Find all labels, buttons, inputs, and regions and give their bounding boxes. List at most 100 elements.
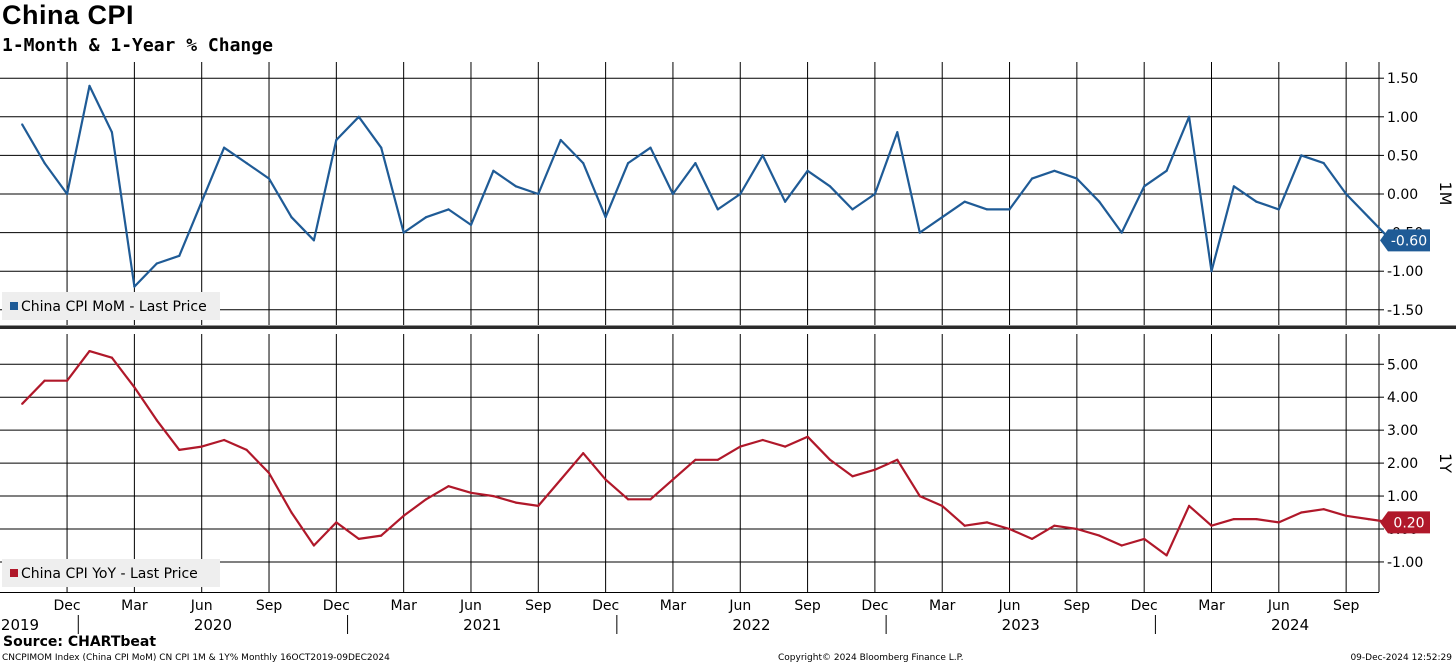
chart-subtitle: 1-Month & 1-Year % Change xyxy=(2,35,273,56)
data-point xyxy=(1165,554,1168,557)
last-value-label: 0.20 xyxy=(1393,515,1424,531)
data-point xyxy=(784,445,787,448)
x-year-label: 2021 xyxy=(463,616,501,634)
data-point xyxy=(873,468,877,471)
data-point xyxy=(1143,185,1146,188)
data-point xyxy=(290,216,293,219)
axis-label: 1Y xyxy=(1436,453,1455,473)
data-point xyxy=(425,498,428,501)
y-tick-label: 2.00 xyxy=(1387,456,1418,472)
data-point xyxy=(88,84,91,87)
data-point xyxy=(290,511,293,514)
x-tick-label: Mar xyxy=(660,598,687,614)
data-point xyxy=(155,262,158,265)
data-point xyxy=(21,123,24,126)
data-point xyxy=(559,138,562,142)
legend-swatch xyxy=(10,569,18,577)
data-point xyxy=(312,239,315,242)
mom-series-line xyxy=(21,84,1392,288)
data-point xyxy=(806,435,809,438)
data-point xyxy=(1210,270,1213,273)
data-point xyxy=(267,471,271,475)
data-point xyxy=(649,146,652,149)
x-tick-label: Mar xyxy=(390,598,417,614)
data-point xyxy=(21,402,24,405)
data-point xyxy=(1322,508,1325,511)
x-tick-label: Dec xyxy=(1131,598,1158,614)
data-point xyxy=(1188,115,1191,118)
data-point xyxy=(1098,200,1101,203)
data-point xyxy=(425,216,428,219)
data-point xyxy=(155,419,158,422)
data-point xyxy=(761,154,764,157)
source-label: Source: CHARTbeat xyxy=(3,634,157,650)
data-point xyxy=(88,350,91,353)
data-point xyxy=(357,537,360,541)
y-tick-label: -1.50 xyxy=(1387,303,1423,319)
data-point xyxy=(1053,169,1056,172)
data-point xyxy=(828,458,832,461)
data-point xyxy=(469,223,473,226)
data-point xyxy=(223,146,226,149)
x-tick-label: Mar xyxy=(121,598,148,614)
data-point xyxy=(851,208,854,211)
data-point xyxy=(739,192,742,196)
data-point xyxy=(739,445,742,448)
y-tick-label: 5.00 xyxy=(1387,357,1418,373)
data-point xyxy=(918,495,921,498)
data-point xyxy=(110,131,113,134)
data-point xyxy=(43,379,46,382)
data-point xyxy=(357,115,360,118)
legend-box xyxy=(2,292,220,320)
data-point xyxy=(986,521,989,524)
data-point xyxy=(514,501,518,504)
axis-label: 1M xyxy=(1436,182,1455,206)
data-point xyxy=(941,504,944,507)
data-point xyxy=(1053,524,1056,527)
data-point xyxy=(963,200,966,203)
copyright: Copyright© 2024 Bloomberg Finance L.P. xyxy=(778,653,964,663)
data-point xyxy=(447,208,450,211)
data-point xyxy=(380,146,383,149)
data-point xyxy=(1008,527,1011,531)
data-point xyxy=(537,192,540,196)
data-point xyxy=(380,534,383,537)
x-tick-label: Mar xyxy=(929,598,956,614)
x-tick-label: Dec xyxy=(323,598,350,614)
data-point xyxy=(66,192,69,196)
yoy-series-line xyxy=(21,350,1392,557)
y-tick-label: 0.50 xyxy=(1387,148,1418,164)
x-tick-label: Dec xyxy=(592,598,619,614)
data-point xyxy=(200,200,203,203)
legend-label: China CPI MoM - Last Price xyxy=(21,299,207,315)
data-point xyxy=(896,131,899,134)
data-point xyxy=(828,185,832,188)
data-point xyxy=(761,438,764,442)
data-point xyxy=(671,478,675,481)
data-point xyxy=(1300,154,1303,157)
data-point xyxy=(469,491,473,494)
ticker-info: CNCPIMOM Index (China CPI MoM) CN CPI 1M… xyxy=(2,653,390,663)
y-tick-label: 3.00 xyxy=(1387,423,1418,439)
data-point xyxy=(1075,527,1078,531)
data-point xyxy=(447,485,450,488)
data-point xyxy=(716,458,719,461)
data-point xyxy=(851,475,854,478)
data-point xyxy=(335,138,338,142)
data-point xyxy=(627,498,630,501)
data-point xyxy=(492,495,495,498)
data-point xyxy=(559,478,562,481)
data-point xyxy=(604,216,607,219)
x-tick-label: Sep xyxy=(525,598,552,614)
data-point xyxy=(178,254,181,257)
data-point xyxy=(200,445,203,448)
y-tick-label: 0.00 xyxy=(1387,187,1418,203)
data-point xyxy=(537,504,540,507)
data-point xyxy=(312,544,315,547)
data-point xyxy=(1030,177,1034,180)
data-point xyxy=(986,208,989,211)
last-value-tag xyxy=(1380,229,1430,252)
data-point xyxy=(1030,537,1034,541)
data-point xyxy=(806,169,809,172)
data-point xyxy=(627,162,630,165)
